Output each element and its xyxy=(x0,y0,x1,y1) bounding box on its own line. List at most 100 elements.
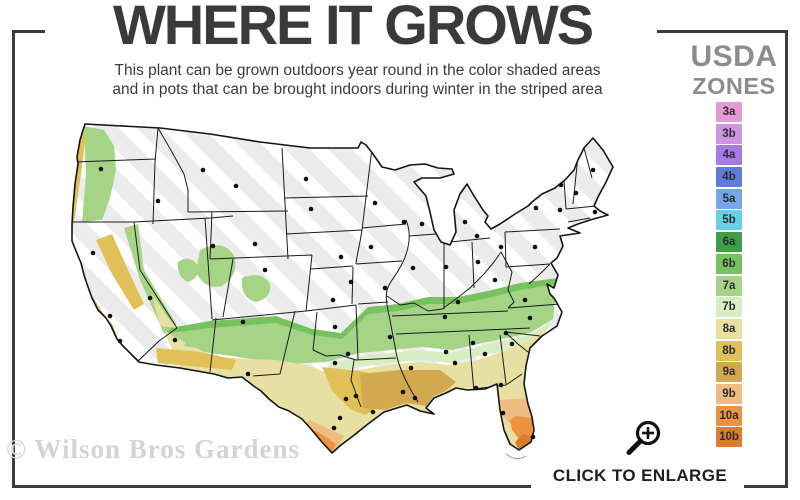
zone-swatch-7a: 7a xyxy=(716,275,742,296)
city-dot xyxy=(573,190,579,196)
zone-swatch-5a: 5a xyxy=(716,188,742,209)
city-dot xyxy=(338,254,344,260)
city-dot xyxy=(443,264,449,270)
city-dot xyxy=(590,167,596,173)
city-dot xyxy=(442,314,448,320)
city-dot xyxy=(262,267,268,273)
subtitle: This plant can be grown outdoors year ro… xyxy=(25,61,690,99)
city-dot xyxy=(308,206,314,212)
city-dot xyxy=(557,207,563,213)
frame-bottom-left xyxy=(12,485,531,488)
city-dot xyxy=(473,385,479,391)
city-dot xyxy=(210,243,216,249)
city-dot xyxy=(147,295,153,301)
city-dot xyxy=(245,371,251,377)
city-dot xyxy=(419,221,425,227)
city-dot xyxy=(233,183,239,189)
city-dot xyxy=(200,167,206,173)
city-dot xyxy=(345,351,351,357)
city-dot xyxy=(475,259,481,265)
zone-pnw-green xyxy=(82,126,116,222)
us-outline xyxy=(71,123,614,454)
city-dot xyxy=(98,166,104,172)
city-dot xyxy=(474,233,480,239)
city-dot xyxy=(410,265,416,271)
usda-zone-map[interactable] xyxy=(60,112,660,472)
frame-top-left xyxy=(12,30,45,33)
city-dot xyxy=(592,209,598,215)
city-dot xyxy=(482,351,488,357)
zone-swatch-5b: 5b xyxy=(716,210,742,231)
subtitle-line-1: This plant can be grown outdoors year ro… xyxy=(114,62,601,79)
zone-band-7b xyxy=(328,321,551,375)
zone-swatch-7b: 7b xyxy=(716,297,742,318)
city-dot xyxy=(492,277,498,283)
city-dot xyxy=(500,410,506,416)
city-dot xyxy=(443,349,449,355)
zone-colorado-green xyxy=(241,275,271,302)
legend-title-zones: ZONES xyxy=(692,73,776,99)
magnifier-icon[interactable] xyxy=(620,412,670,462)
city-dot xyxy=(331,425,337,431)
zone-louisiana-gold xyxy=(360,370,456,410)
city-dot xyxy=(470,340,476,346)
frame-left xyxy=(12,30,15,488)
zone-swatch-6b: 6b xyxy=(716,253,742,274)
frame-bottom-right xyxy=(744,485,788,488)
city-dot xyxy=(370,409,376,415)
city-dot xyxy=(503,330,509,336)
city-dot xyxy=(400,389,406,395)
click-to-enlarge-button[interactable]: CLICK TO ENLARGE xyxy=(552,466,728,485)
city-dot xyxy=(372,200,378,206)
zone-swatch-10b: 10b xyxy=(716,427,742,448)
city-dot xyxy=(498,382,504,388)
city-dot xyxy=(401,219,407,225)
city-dot xyxy=(382,285,388,291)
city-dot xyxy=(509,341,515,347)
zone-arizona-gold xyxy=(156,348,236,370)
zone-swatch-8a: 8a xyxy=(716,318,742,339)
city-dot xyxy=(533,205,539,211)
city-dot xyxy=(155,198,161,204)
city-dot xyxy=(452,360,458,366)
watermark: © Wilson Bros Gardens xyxy=(6,434,300,464)
zone-vegas-yellow xyxy=(152,294,177,328)
city-dot xyxy=(90,250,96,256)
city-dot xyxy=(330,297,336,303)
city-dot xyxy=(332,324,338,330)
city-dot xyxy=(408,365,414,371)
city-dot xyxy=(107,313,113,319)
zone-nevada-green xyxy=(177,258,199,282)
city-dot xyxy=(527,315,533,321)
city-dot xyxy=(252,241,258,247)
city-dots xyxy=(90,166,598,440)
frame-right xyxy=(785,30,788,488)
florida-keys xyxy=(505,453,527,460)
zone-south-texas-peach xyxy=(304,420,344,450)
zone-arizona-green xyxy=(184,330,238,350)
zone-swatch-4b: 4b xyxy=(716,167,742,188)
state-borders xyxy=(72,127,597,408)
city-dot xyxy=(353,393,359,399)
zone-swatch-9a: 9a xyxy=(716,362,742,383)
city-dot xyxy=(343,396,349,402)
city-dot xyxy=(498,244,504,250)
city-dot xyxy=(558,182,564,188)
usda-zone-legend: 3a 3b 4a 4b 5a 5b 6a 6b 7a 7b 8a 8b 9a 9b 10a 10b xyxy=(716,102,742,449)
zone-swatch-9b: 9b xyxy=(716,383,742,404)
zone-swatch-3a: 3a xyxy=(716,102,742,122)
zone-band-7a xyxy=(170,284,557,364)
city-dot xyxy=(348,279,354,285)
city-dot xyxy=(240,319,246,325)
zone-swatch-10a: 10a xyxy=(716,405,742,426)
city-dot xyxy=(337,415,343,421)
city-dot xyxy=(532,244,538,250)
page-title: WHERE IT GROWS xyxy=(112,0,594,56)
city-dot xyxy=(172,337,178,343)
city-dot xyxy=(455,299,461,305)
city-dot xyxy=(387,334,393,340)
legend-title: USDA ZONES xyxy=(676,42,792,99)
city-dot xyxy=(522,297,528,303)
zone-swatch-4a: 4a xyxy=(716,145,742,166)
